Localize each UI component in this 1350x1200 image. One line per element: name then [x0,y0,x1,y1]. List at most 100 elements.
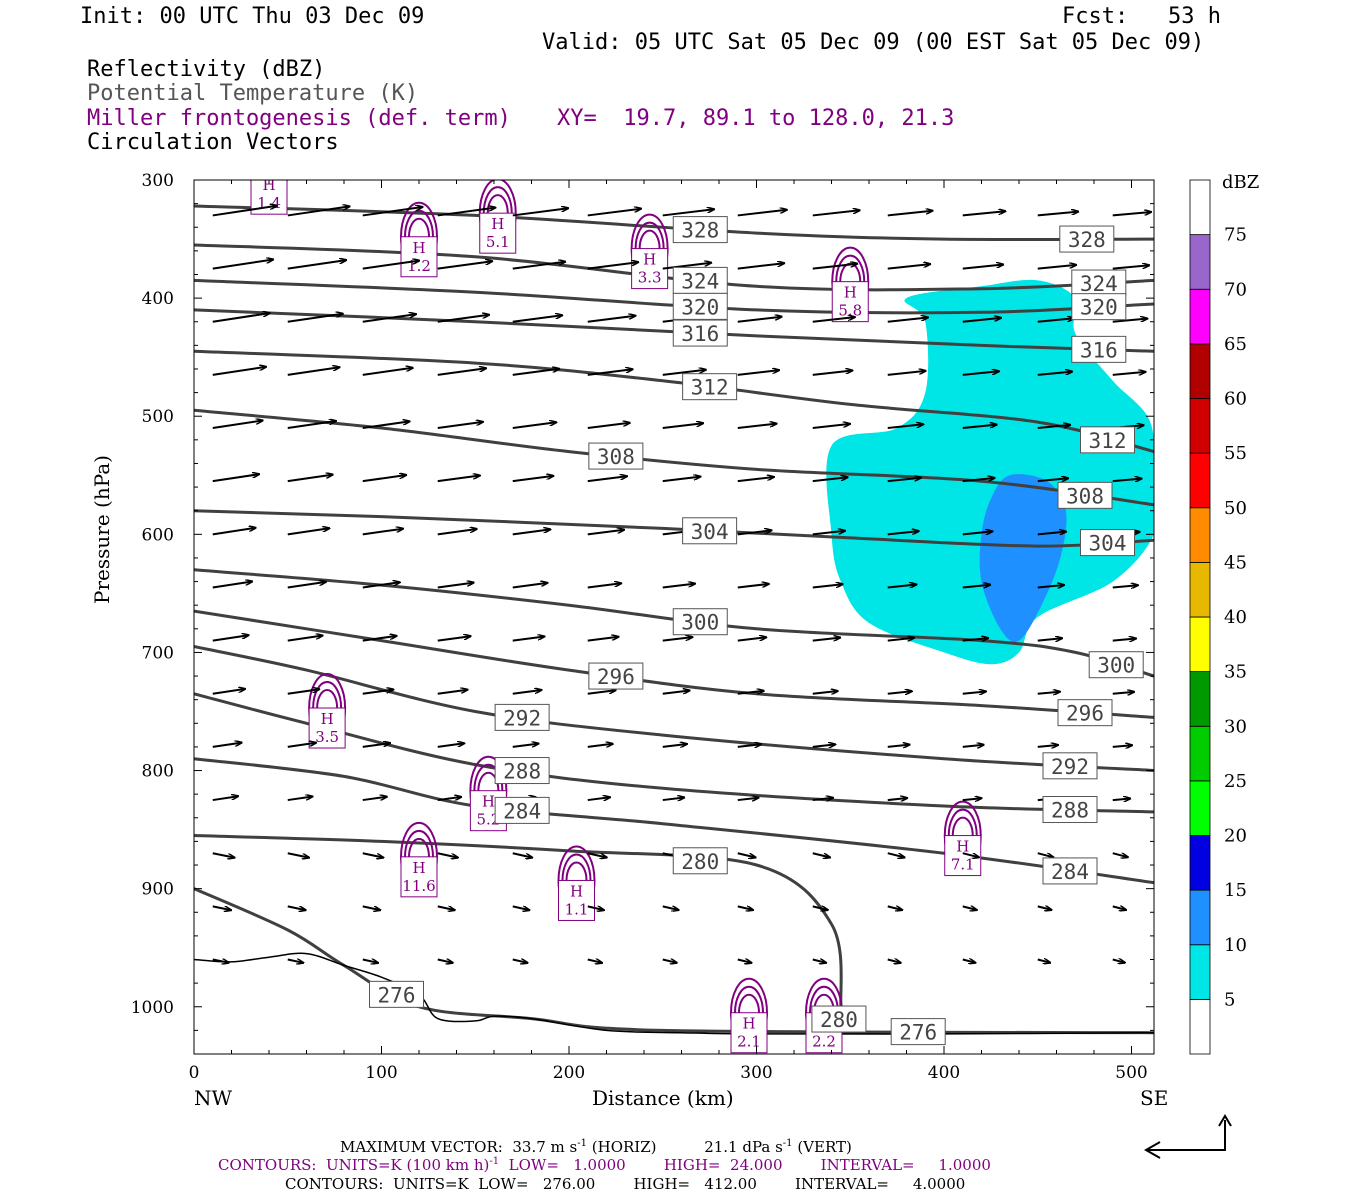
colorbar-swatch [1189,671,1211,727]
frontogenesis-max-0: H1.4 [250,180,288,215]
circulation-vector [1112,745,1132,747]
circulation-vector [587,690,616,695]
circulation-vector [212,635,249,642]
colorbar-label: 65 [1224,334,1247,355]
circulation-vector [437,797,461,802]
circulation-vector [812,744,836,747]
svg-text:H: H [742,1015,755,1033]
frontogenesis-max-7: H11.6 [400,821,438,898]
circulation-vector [212,689,245,695]
circulation-vector [962,425,997,430]
colorbar-label: 35 [1224,662,1247,683]
max-vector-unit: -1 [577,1138,587,1149]
circulation-vector [362,852,384,857]
colorbar-swatch [1189,179,1211,236]
theta-label-300: 300 [1088,651,1144,679]
circulation-vector [887,424,924,430]
theta-label-312: 312 [1080,426,1135,454]
frontogenesis-max-6: H5.2 [469,755,508,832]
circulation-vector [1112,372,1146,376]
theta-contour-276 [194,887,1154,1035]
circulation-vector [1112,852,1128,857]
svg-text:312: 312 [691,376,729,400]
svg-text:5.1: 5.1 [486,233,510,251]
circulation-vector [587,583,621,589]
circulation-vector [1037,692,1060,694]
reflectivity-region-10dbz [979,474,1067,642]
circulation-vector [512,529,551,536]
circulation-vector [812,264,857,270]
frontogenesis-max-2: H5.1 [478,180,517,254]
y-tick-label: 400 [142,289,174,309]
theta-label-324: 324 [1071,269,1127,297]
circulation-vector [362,207,423,217]
svg-text:308: 308 [1066,484,1104,508]
circulation-vector [587,637,619,642]
colorbar-label: 10 [1224,935,1247,956]
circulation-vector [737,477,774,483]
circulation-vector [512,369,559,376]
max-vector-vert-tail: (VERT) [797,1138,852,1156]
colorbar-label: 75 [1224,225,1247,246]
circulation-vector [287,636,323,642]
field-frontogenesis: Miller frontogenesis (def. term) [87,106,511,131]
field-theta: Potential Temperature (K) [87,81,419,106]
circulation-vector [737,530,772,536]
circulation-vector [362,261,419,270]
circulation-vector [212,474,259,483]
circulation-vector [437,690,468,695]
circulation-vector [812,960,826,963]
circulation-vector [812,317,855,323]
colorbar-swatch [1189,998,1211,1055]
circulation-vector [362,905,380,910]
colorbar-swatch [1189,234,1211,290]
circulation-vector [1112,265,1149,270]
circulation-vector [962,371,999,376]
circulation-vector [1037,585,1064,587]
colorbar-swatch [1189,889,1211,946]
svg-text:284: 284 [1051,860,1089,884]
circulation-vector [812,905,828,910]
colorbar-label: 45 [1224,552,1247,573]
svg-text:3.5: 3.5 [315,728,339,746]
theta-contour-288 [194,692,1154,814]
forecast-hour: Fcst: 53 h [1062,4,1221,29]
colorbar-swatch [1189,835,1211,891]
circulation-vector [662,798,684,801]
theta-label-284: 284 [1042,857,1098,885]
circulation-vector [1037,318,1074,323]
svg-text:1.2: 1.2 [407,257,431,275]
circulation-vector [1037,425,1070,430]
circulation-vector [437,960,453,963]
circulation-vector [812,852,830,857]
circulation-vector [812,691,838,695]
circulation-vector [362,582,400,589]
circulation-vector [962,318,1001,323]
theta-label-312: 312 [682,373,738,401]
circulation-vector [212,528,256,536]
circulation-vector [287,206,350,217]
circulation-vector [662,960,677,963]
y-tick-label: 500 [142,407,174,427]
circulation-vector [362,421,410,430]
colorbar-label: 15 [1224,880,1247,901]
frontogenesis-max-4: H5.8 [831,246,870,323]
circulation-vector [812,798,833,800]
circulation-vector [887,478,921,483]
circulation-vector [1037,852,1054,857]
y-tick-label: 1000 [131,998,174,1018]
colorbar-swatch [1189,343,1211,399]
reflectivity-layer [826,279,1154,665]
circulation-vector [287,260,346,270]
circulation-vector [362,475,406,483]
theta-contour-292 [194,645,1154,772]
circulation-vector [662,477,701,483]
svg-text:292: 292 [1051,755,1089,779]
circulation-vector [212,582,252,589]
circulation-vector [887,371,926,376]
circulation-vector [1112,799,1130,801]
circulation-vector [1112,319,1148,323]
circulation-vector [362,368,413,376]
theta-contour-308 [194,408,1154,507]
